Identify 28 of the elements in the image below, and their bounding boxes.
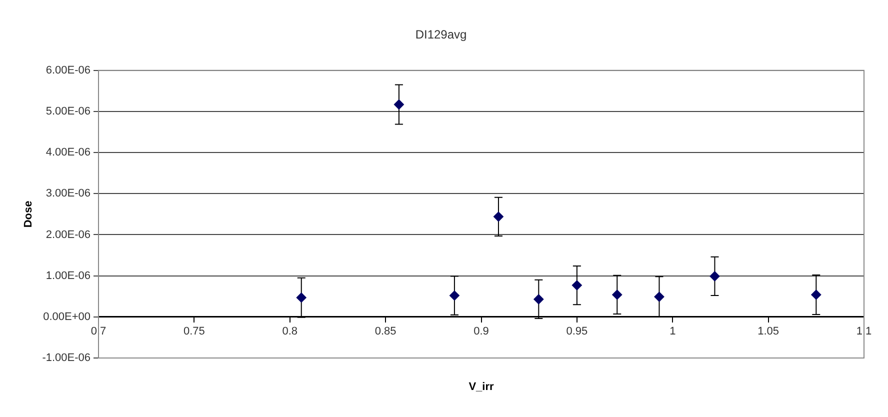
y-tick-label: 6.00E-06 [46,64,91,76]
x-tick-label: 1.05 [758,326,780,338]
x-tick-label: 0.9 [474,326,489,338]
x-tick-label: 0.85 [374,326,396,338]
y-tick-label: 0.00E+00 [43,310,91,323]
y-tick-label: 1.00E-06 [46,270,91,282]
point [296,292,306,303]
point [811,290,822,300]
x-axis-title: V_irr [468,381,495,393]
point [572,280,582,290]
point [394,100,404,110]
x-tick-label: 0.8 [282,326,298,338]
x-tick-label: 0.75 [183,326,205,338]
point [710,271,720,282]
point [612,290,622,300]
y-tick-label: 3.00E-06 [46,188,91,200]
point [654,292,664,302]
point [493,212,504,222]
y-axis-title: Dose [22,200,35,228]
y-tick-label: 4.00E-06 [46,146,91,159]
x-tick-label: 0.95 [566,326,588,338]
chart-title: DI129avg [415,28,467,42]
y-tick-label: -1.00E-06 [42,352,91,364]
y-tick-label: 2.00E-06 [46,228,91,241]
point [449,290,460,301]
y-tick-label: 5.00E-06 [46,106,91,118]
point [534,294,544,304]
x-tick-label: 1 [670,326,676,338]
